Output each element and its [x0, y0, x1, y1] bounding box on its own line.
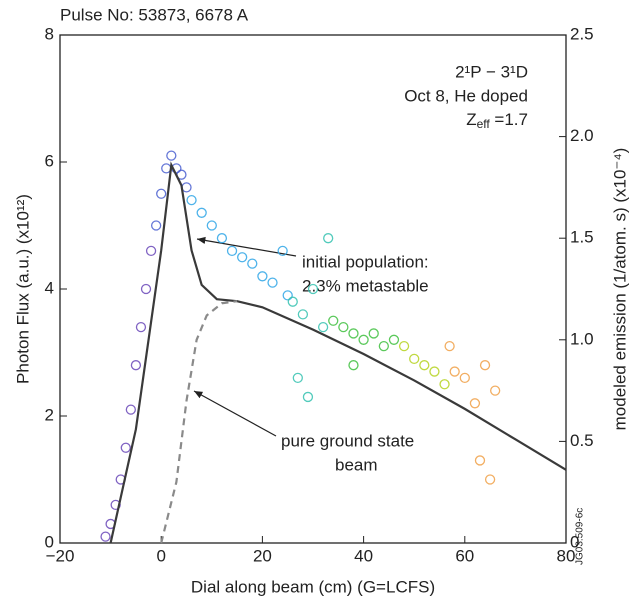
y2-tick-label: 0	[570, 532, 579, 551]
zeff-label: Zeff =1.7	[466, 110, 528, 131]
data-point	[409, 353, 420, 365]
data-point	[186, 194, 197, 206]
zeff-symbol: Z	[466, 110, 476, 129]
data-point	[287, 296, 298, 307]
data-point	[282, 290, 293, 301]
data-point	[130, 360, 142, 371]
data-point	[348, 360, 359, 371]
model-line	[109, 161, 567, 544]
data-point	[161, 163, 172, 174]
x-tick-label: 80	[557, 546, 576, 565]
data-point	[156, 188, 167, 199]
data-point	[459, 372, 470, 384]
data-point	[368, 328, 379, 339]
x-tick-label: 20	[253, 546, 272, 565]
data-point	[444, 340, 455, 352]
data-point	[429, 366, 440, 377]
data-point	[196, 207, 207, 218]
data-point	[267, 277, 278, 288]
y2-tick-label: 2.0	[570, 126, 594, 145]
data-point	[237, 252, 248, 263]
y2-tick-label: 2.5	[570, 24, 594, 43]
data-point	[398, 340, 410, 352]
y2-tick-label: 0.5	[570, 431, 594, 450]
data-point	[388, 334, 400, 345]
model-line	[160, 300, 238, 544]
data-point	[449, 366, 460, 377]
data-point	[125, 404, 136, 415]
y-tick-label: 0	[45, 532, 54, 551]
y-tick-label: 8	[45, 24, 54, 43]
data-point	[120, 442, 131, 453]
annotation: 2.3% metastable	[302, 276, 429, 295]
data-point	[206, 220, 217, 231]
x-tick-label: 40	[354, 546, 373, 565]
data-point	[247, 258, 258, 269]
annotation: beam	[335, 455, 378, 474]
data-point	[490, 385, 501, 396]
data-point	[100, 531, 111, 542]
x-tick-label: −20	[46, 546, 75, 565]
data-point	[216, 233, 228, 244]
data-point	[358, 334, 369, 345]
data-point	[297, 309, 309, 320]
data-point	[135, 321, 147, 333]
data-point	[484, 474, 496, 485]
data-point	[150, 220, 162, 231]
y-axis-label: Photon Flux (a.u.) (x10¹²)	[13, 194, 32, 384]
data-point	[323, 233, 334, 244]
y-tick-label: 6	[45, 151, 54, 170]
data-point	[378, 340, 389, 352]
y-tick-label: 4	[45, 278, 54, 297]
data-point	[338, 321, 349, 333]
data-point	[419, 360, 430, 371]
y2-axis-label: modeled emission (1/atom. s) (x10⁻⁴)	[610, 148, 629, 431]
arrow	[193, 390, 277, 437]
date-note: Oct 8, He doped	[404, 86, 528, 105]
data-point	[277, 245, 288, 257]
data-point	[145, 245, 157, 257]
y2-tick-label: 1.5	[570, 228, 594, 247]
annotation: pure ground state	[281, 431, 414, 450]
data-point	[439, 379, 450, 390]
data-point	[348, 328, 359, 339]
x-axis-label: Dial along beam (cm) (G=LCFS)	[191, 577, 435, 596]
data-point	[166, 150, 177, 161]
data-point	[317, 321, 329, 333]
zeff-value: =1.7	[490, 110, 528, 129]
y-tick-label: 2	[45, 405, 54, 424]
figure-id: JG03.509-6c	[575, 508, 586, 565]
data-point	[302, 391, 314, 403]
arrow	[196, 236, 297, 257]
transition-label: 2¹P − 3¹D	[455, 62, 528, 81]
zeff-subscript: eff	[477, 117, 491, 131]
data-point	[257, 271, 268, 282]
data-point	[479, 360, 491, 371]
data-point	[292, 372, 303, 384]
y2-tick-label: 1.0	[570, 329, 594, 348]
data-point	[226, 245, 238, 257]
data-point	[474, 455, 486, 466]
annotation: initial population:	[302, 252, 429, 271]
data-point	[140, 283, 152, 295]
data-point	[307, 283, 319, 295]
chart-title: Pulse No: 53873, 6678 A	[60, 5, 249, 24]
x-tick-label: 60	[455, 546, 474, 565]
x-tick-label: 0	[156, 546, 165, 565]
data-point	[328, 315, 339, 326]
data-point	[469, 398, 481, 409]
